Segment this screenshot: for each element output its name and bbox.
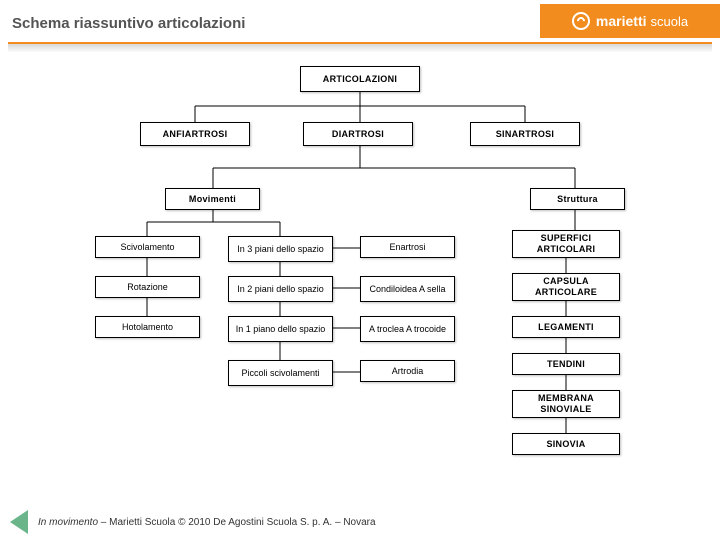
node-picc: Piccoli scivolamenti xyxy=(228,360,333,386)
diagram-canvas: ARTICOLAZIONI ANFIARTROSI DIARTROSI SINARTR… xyxy=(10,60,710,500)
node-troc: A troclea A trocoide xyxy=(360,316,455,342)
footer: In movimento – Marietti Scuola © 2010 De… xyxy=(10,510,710,534)
node-caps: CAPSULA ARTICOLARE xyxy=(512,273,620,301)
header-shadow xyxy=(8,44,712,52)
brand-logo-icon xyxy=(572,12,590,30)
brand-name: marietti xyxy=(596,13,647,29)
node-artr: Artrodia xyxy=(360,360,455,382)
node-p1: In 1 piano dello spazio xyxy=(228,316,333,342)
node-enar: Enartrosi xyxy=(360,236,455,258)
node-diar: DIARTROSI xyxy=(303,122,413,146)
node-p2: In 2 piani dello spazio xyxy=(228,276,333,302)
node-rot: Rotazione xyxy=(95,276,200,298)
node-hoto: Hotolamento xyxy=(95,316,200,338)
node-sup: SUPERFICI ARTICOLARI xyxy=(512,230,620,258)
node-sciv: Scivolamento xyxy=(95,236,200,258)
header: Schema riassuntivo articolazioni mariett… xyxy=(0,0,720,42)
node-anfi: ANFIARTROSI xyxy=(140,122,250,146)
node-leg: LEGAMENTI xyxy=(512,316,620,338)
node-mov: Movimenti xyxy=(165,188,260,210)
back-arrow-icon[interactable] xyxy=(10,510,28,534)
node-sina: SINARTROSI xyxy=(470,122,580,146)
footer-rest: – Marietti Scuola © 2010 De Agostini Scu… xyxy=(98,517,376,528)
node-tend: TENDINI xyxy=(512,353,620,375)
footer-italic: In movimento xyxy=(38,517,98,528)
page-title: Schema riassuntivo articolazioni xyxy=(0,5,540,38)
node-p3: In 3 piani dello spazio xyxy=(228,236,333,262)
brand-subname: scuola xyxy=(651,14,689,29)
footer-text: In movimento – Marietti Scuola © 2010 De… xyxy=(38,517,376,528)
node-stru: Struttura xyxy=(530,188,625,210)
node-cond: Condiloidea A sella xyxy=(360,276,455,302)
node-root: ARTICOLAZIONI xyxy=(300,66,420,92)
brand-badge: marietti scuola xyxy=(540,4,720,38)
node-sino: SINOVIA xyxy=(512,433,620,455)
node-memb: MEMBRANA SINOVIALE xyxy=(512,390,620,418)
